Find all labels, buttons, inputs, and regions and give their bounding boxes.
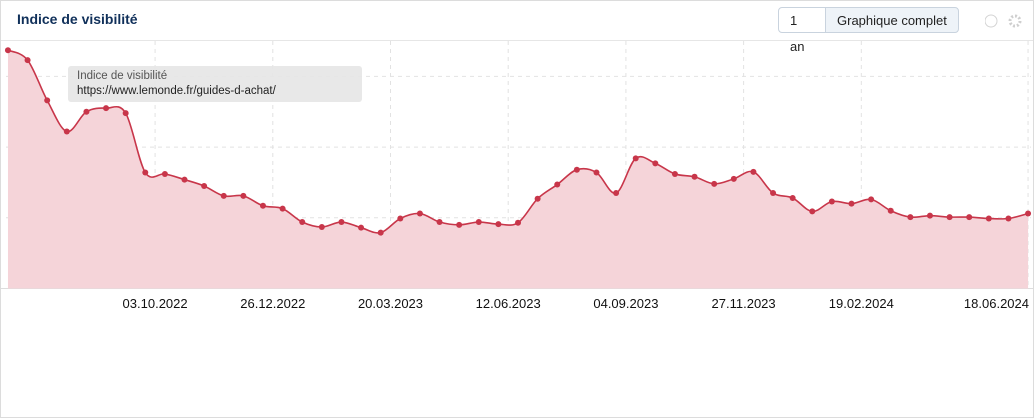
x-tick-label: 26.12.2022 [240, 296, 305, 311]
legend: Indice de visibilité https://www.lemonde… [68, 66, 362, 102]
legend-name: Indice de visibilité [77, 70, 168, 82]
point [377, 229, 384, 236]
point [887, 207, 894, 214]
chart: 12303.10.202226.12.202220.03.202312.06.2… [1, 41, 1033, 311]
point [593, 169, 600, 176]
point [613, 190, 620, 197]
x-tick-label: 12.06.2023 [476, 296, 541, 311]
point [142, 169, 149, 176]
point [416, 210, 423, 217]
point [1025, 210, 1032, 217]
x-tick-label: 04.09.2023 [593, 296, 658, 311]
point [338, 219, 345, 226]
point [436, 219, 443, 226]
point [318, 223, 325, 230]
settings-icon[interactable] [1008, 14, 1022, 28]
point [240, 192, 247, 199]
point [691, 173, 698, 180]
point [1005, 215, 1012, 222]
point [789, 194, 796, 201]
point [848, 200, 855, 207]
period-button[interactable]: Graphique complet [825, 7, 959, 33]
header-divider [1, 40, 1033, 41]
area [7, 50, 1029, 289]
point [750, 168, 757, 175]
point [632, 155, 639, 162]
point [122, 110, 129, 117]
point [573, 166, 580, 173]
point [770, 190, 777, 197]
legend-url: https://www.lemonde.fr/guides-d-achat/ [77, 85, 276, 97]
point [24, 57, 31, 64]
point [161, 170, 168, 177]
point [475, 219, 482, 226]
point [495, 221, 502, 228]
x-tick-label: 18.06.2024 [964, 296, 1029, 311]
widget-title: Indice de visibilité [17, 11, 138, 27]
point [809, 208, 816, 215]
x-tick-label: 20.03.2023 [358, 296, 423, 311]
icons [985, 14, 1022, 28]
x-tick-label: 19.02.2024 [829, 296, 894, 311]
point [868, 196, 875, 203]
point [181, 176, 188, 183]
point [515, 219, 522, 226]
point [259, 202, 266, 209]
point [299, 219, 306, 226]
point [103, 105, 110, 112]
point [220, 192, 227, 199]
x-tick-label: 27.11.2023 [712, 296, 776, 311]
point [671, 170, 678, 177]
point [907, 214, 914, 221]
point [4, 47, 11, 54]
point [397, 215, 404, 222]
point [926, 212, 933, 219]
point [946, 214, 953, 221]
point [83, 108, 90, 115]
point [534, 195, 541, 202]
point [358, 224, 365, 231]
point [828, 198, 835, 205]
point [63, 128, 70, 135]
point [730, 175, 737, 182]
point [652, 160, 659, 167]
point [201, 182, 208, 189]
point [44, 97, 51, 104]
point [966, 214, 973, 221]
point [711, 180, 718, 187]
x-tick-label: 03.10.2022 [123, 296, 188, 311]
point [456, 221, 463, 228]
point [985, 215, 992, 222]
point [554, 181, 561, 188]
point [279, 205, 286, 212]
help-icon[interactable] [985, 14, 998, 28]
